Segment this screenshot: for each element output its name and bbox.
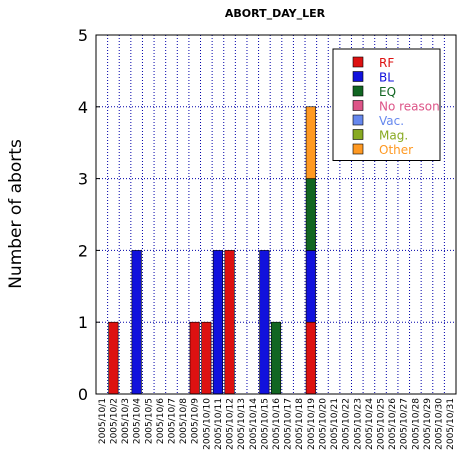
y-tick-label: 2 [78, 241, 88, 260]
y-tick-label: 5 [78, 26, 88, 45]
x-tick-label: 2005/10/19 [307, 398, 317, 450]
x-tick-label: 2005/10/17 [284, 398, 294, 450]
y-ticks: 0 1 2 3 4 5 [78, 26, 100, 404]
x-tick-label: 2005/10/16 [272, 398, 282, 450]
bar-segment-eq [305, 178, 316, 251]
y-tick-label: 1 [78, 313, 88, 332]
bar-segment-bl [212, 250, 223, 395]
x-tick-label: 2005/10/8 [179, 398, 189, 444]
legend-label-vac-: Vac. [379, 114, 404, 128]
legend-swatch-vac- [352, 114, 364, 126]
x-tick-label: 2005/10/13 [237, 398, 247, 450]
legend-swatch-eq [352, 85, 364, 97]
y-axis-label: Number of aborts [6, 139, 26, 289]
bar-segment-other [305, 106, 316, 179]
x-tick-label: 2005/10/29 [423, 398, 433, 450]
x-tick-label: 2005/10/1 [98, 398, 108, 444]
y-tick-label: 4 [78, 98, 88, 117]
x-tick-label: 2005/10/28 [411, 398, 421, 450]
bar-segment-bl [305, 250, 316, 323]
x-tick-label: 2005/10/9 [191, 398, 201, 444]
x-tick-label: 2005/10/24 [365, 398, 375, 450]
legend-swatch-bl [352, 71, 364, 82]
bar-segment-rf [108, 321, 119, 395]
x-tick-label: 2005/10/18 [295, 398, 305, 450]
x-tick-label: 2005/10/20 [318, 398, 328, 450]
y-tick-label: 0 [78, 385, 88, 404]
x-tick-label: 2005/10/21 [330, 398, 340, 450]
x-tick-label: 2005/10/26 [388, 398, 398, 450]
x-tick-label: 2005/10/10 [202, 398, 212, 450]
bar-segment-rf [224, 250, 235, 395]
bar-segment-rf [305, 321, 316, 395]
bar-segment-rf [189, 321, 200, 395]
legend-box [332, 48, 441, 161]
x-tick-label: 2005/10/30 [435, 398, 445, 450]
x-tick-label: 2005/10/11 [214, 398, 224, 450]
plot-frame [95, 34, 457, 395]
x-tick-label: 2005/10/4 [133, 398, 143, 444]
bar-segment-rf [201, 321, 212, 395]
x-tick-label: 2005/10/12 [226, 398, 236, 450]
x-tick-label: 2005/10/2 [109, 398, 119, 444]
x-tick-label: 2005/10/5 [144, 398, 154, 444]
bar-segment-bl [131, 250, 142, 395]
x-tick-label: 2005/10/6 [156, 398, 166, 444]
legend-swatch-no-reason [352, 100, 364, 111]
x-ticks: 2005/10/1 2005/10/2 2005/10/3 2005/10/4 2005… [98, 398, 456, 450]
x-tick-label: 2005/10/3 [121, 398, 131, 444]
x-tick-label: 2005/10/22 [342, 398, 352, 450]
legend-label-mag-: Mag. [379, 129, 408, 143]
x-tick-label: 2005/10/7 [167, 398, 177, 444]
legend-label-rf: RF [379, 56, 394, 70]
legend-swatch-rf [352, 56, 364, 68]
legend-label-other: Other [379, 143, 413, 157]
bar-segment-bl [259, 250, 270, 395]
y-tick-label: 3 [78, 170, 88, 189]
bar-segment-eq [270, 321, 282, 395]
chart-title: ABORT_DAY_LER [225, 7, 326, 20]
x-tick-label: 2005/10/25 [377, 398, 387, 450]
legend-label-no-reason: No reason [379, 100, 440, 114]
x-tick-label: 2005/10/14 [249, 398, 259, 450]
legend-swatch-mag- [352, 129, 364, 140]
legend-swatch-other [352, 143, 364, 155]
x-tick-label: 2005/10/27 [400, 398, 410, 450]
legend-label-eq: EQ [379, 85, 396, 99]
legend-label-bl: BL [379, 71, 394, 85]
x-tick-label: 2005/10/31 [446, 398, 456, 450]
x-tick-label: 2005/10/15 [260, 398, 270, 450]
x-tick-label: 2005/10/23 [353, 398, 363, 450]
